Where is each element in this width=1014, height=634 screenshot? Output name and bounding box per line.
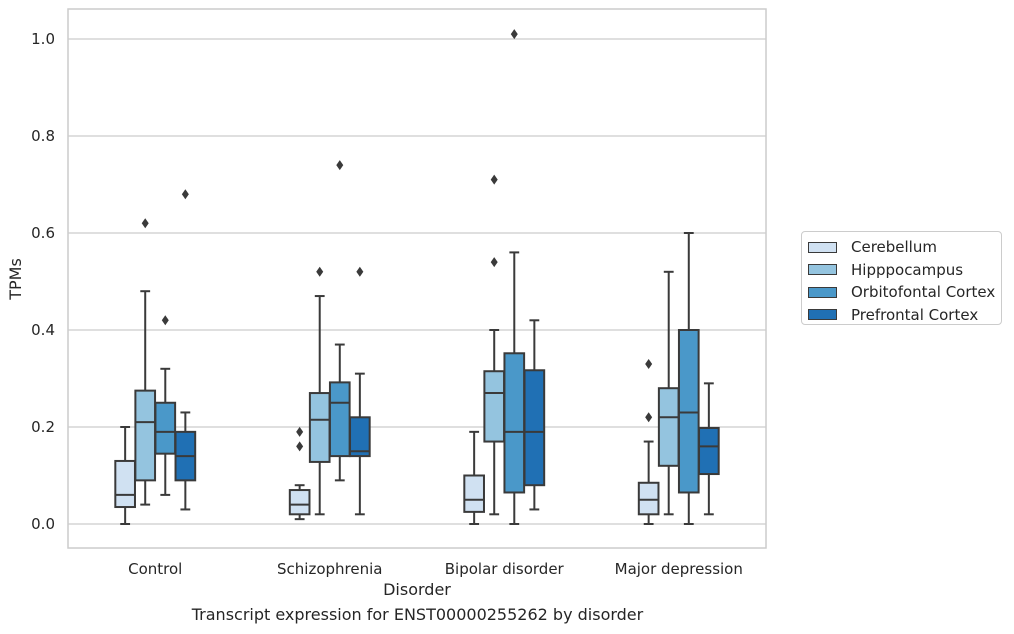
box-group <box>463 430 485 525</box>
x-tick-label: Major depression <box>615 560 743 578</box>
box-iqr <box>637 481 660 516</box>
box-group <box>154 315 177 496</box>
box-iqr <box>134 389 157 482</box>
legend-swatch <box>808 286 837 298</box>
legend: Cerebellum Hipppocampus Orbitofontal Cor… <box>801 231 1002 325</box>
box-iqr <box>308 392 331 463</box>
outlier-point <box>316 266 324 277</box>
y-tick-label: 0.4 <box>31 321 55 339</box>
box-group <box>288 426 311 521</box>
x-tick-labels: Control Schizophrenia Bipolar disorder Majo… <box>128 560 743 578</box>
box-group <box>349 266 371 516</box>
y-tick-label: 0.6 <box>31 224 55 242</box>
box-group <box>657 270 680 516</box>
box-group <box>677 232 700 525</box>
outlier-point <box>161 315 169 326</box>
box-group <box>308 266 331 516</box>
outlier-point <box>336 160 344 171</box>
legend-swatch <box>808 241 837 253</box>
y-tick-labels: 0.0 0.2 0.4 0.6 0.8 1.0 <box>31 30 55 533</box>
legend-label: Hipppocampus <box>851 260 964 279</box>
legend-label: Orbitofontal Cortex <box>851 283 996 302</box>
legend-item-hippocampus: Hipppocampus <box>808 259 1001 282</box>
box-iqr <box>463 474 485 513</box>
x-tick-label: Bipolar disorder <box>445 560 565 578</box>
x-tick-label: Control <box>128 560 182 578</box>
legend-swatch <box>808 309 837 321</box>
y-tick-label: 1.0 <box>31 30 55 48</box>
outlier-point <box>356 266 364 277</box>
outlier-point <box>296 441 304 452</box>
box-iqr <box>114 459 136 509</box>
x-tick-label: Schizophrenia <box>277 560 382 578</box>
y-axis-title: TPMs <box>6 258 25 301</box>
legend-label: Cerebellum <box>851 238 937 257</box>
box-iqr <box>154 401 177 455</box>
outlier-point <box>645 412 653 423</box>
outlier-point <box>510 29 518 40</box>
box-group <box>483 174 506 516</box>
box-iqr <box>503 352 526 494</box>
outlier-point <box>490 257 498 268</box>
box-group <box>134 218 157 506</box>
y-tick-label: 0.2 <box>31 418 55 436</box>
y-tick-label: 0.8 <box>31 127 55 145</box>
legend-item-prefrontal: Prefrontal Cortex <box>808 304 1001 327</box>
box-iqr <box>483 370 506 443</box>
box-iqr <box>288 489 311 516</box>
box-iqr <box>328 381 351 458</box>
outlier-point <box>645 358 653 369</box>
legend-label: Prefrontal Cortex <box>851 305 979 324</box>
box-group <box>328 160 351 482</box>
box-iqr <box>349 416 371 458</box>
legend-swatch <box>808 264 837 276</box>
y-tick-label: 0.0 <box>31 515 55 533</box>
legend-item-cerebellum: Cerebellum <box>808 236 1001 259</box>
box-iqr <box>698 426 720 476</box>
box-iqr <box>677 329 700 494</box>
outlier-point <box>141 218 149 229</box>
legend-item-orbitofrontal: Orbitofontal Cortex <box>808 281 1001 304</box>
box-group <box>503 29 526 525</box>
box-group <box>523 319 546 511</box>
outlier-point <box>181 189 189 200</box>
outlier-point <box>490 174 498 185</box>
box-iqr <box>657 387 680 467</box>
box-series <box>114 29 720 525</box>
chart-caption: Transcript expression for ENST0000025526… <box>191 605 644 624</box>
box-group <box>698 382 720 516</box>
plot-frame <box>67 8 767 549</box>
box-iqr <box>523 369 546 487</box>
box-group <box>174 189 197 511</box>
outlier-point <box>296 426 304 437</box>
box-group <box>637 358 660 525</box>
box-group <box>114 426 136 525</box>
x-axis-title: Disorder <box>383 580 451 599</box>
